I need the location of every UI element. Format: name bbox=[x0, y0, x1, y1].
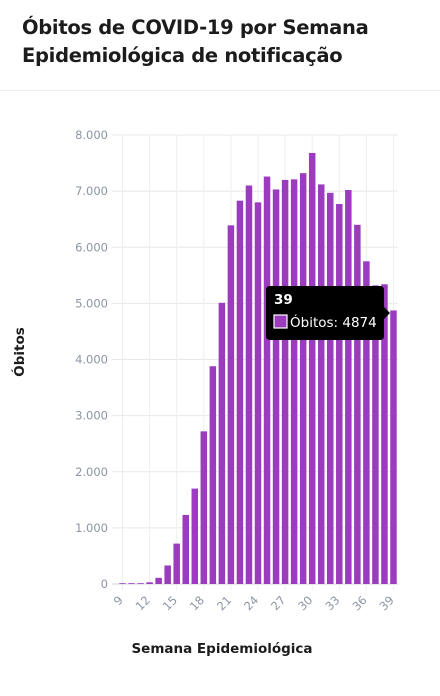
x-tick-label: 33 bbox=[322, 593, 342, 613]
header-divider bbox=[0, 90, 440, 91]
bar[interactable] bbox=[254, 202, 262, 584]
x-tick-label: 12 bbox=[133, 593, 153, 613]
y-tick-label: 7.000 bbox=[75, 184, 108, 198]
y-tick-label: 6.000 bbox=[75, 240, 108, 254]
y-tick-label: 8.000 bbox=[75, 128, 108, 142]
bar[interactable] bbox=[182, 514, 189, 584]
bar[interactable] bbox=[164, 565, 171, 584]
bar[interactable] bbox=[263, 176, 271, 584]
y-axis-title: Óbitos bbox=[10, 327, 28, 377]
bar[interactable] bbox=[290, 179, 298, 584]
tooltip-title: 39 bbox=[274, 292, 293, 308]
x-tick-label: 9 bbox=[111, 593, 126, 608]
y-tick-label: 5.000 bbox=[75, 296, 108, 310]
tooltip-color-swatch bbox=[273, 314, 288, 329]
x-tick-label: 39 bbox=[377, 593, 397, 613]
bar[interactable] bbox=[281, 179, 289, 584]
x-tick-label: 30 bbox=[295, 593, 315, 613]
x-tick-label: 18 bbox=[187, 593, 207, 613]
bar[interactable] bbox=[336, 204, 343, 584]
chart-title: Óbitos de COVID-19 por Semana Epidemioló… bbox=[22, 14, 422, 70]
bar[interactable] bbox=[372, 285, 379, 584]
chart-title-line-2: Epidemiológica de notificação bbox=[22, 44, 343, 67]
bar[interactable] bbox=[390, 310, 397, 584]
bar[interactable] bbox=[227, 225, 235, 584]
y-tick-label: 2.000 bbox=[75, 465, 108, 479]
bar[interactable] bbox=[146, 582, 153, 584]
bar[interactable] bbox=[345, 190, 352, 584]
bar[interactable] bbox=[381, 284, 388, 584]
bar[interactable] bbox=[317, 184, 325, 584]
bar[interactable] bbox=[191, 488, 199, 584]
y-axis-ticks: 0 1.000 2.000 3.000 4.000 5.000 6.000 7.000 8.00… bbox=[75, 128, 108, 591]
x-tick-label: 24 bbox=[241, 593, 261, 613]
bar[interactable] bbox=[209, 366, 217, 584]
x-axis-title: Semana Epidemiológica bbox=[131, 641, 312, 657]
bar[interactable] bbox=[354, 224, 361, 585]
bar[interactable] bbox=[299, 173, 307, 585]
bar[interactable] bbox=[236, 200, 244, 584]
y-tick-label: 3.000 bbox=[75, 409, 108, 423]
y-tick-label: 4.000 bbox=[75, 353, 108, 367]
tooltip-background bbox=[266, 286, 390, 340]
y-tick-label: 1.000 bbox=[75, 521, 108, 535]
y-tick-label: 0 bbox=[101, 577, 108, 591]
x-tick-label: 36 bbox=[349, 593, 369, 613]
tooltip: 39 Óbitos: 4874 bbox=[266, 286, 390, 340]
bar[interactable] bbox=[128, 583, 135, 584]
bar[interactable] bbox=[327, 192, 334, 584]
x-tick-label: 27 bbox=[268, 593, 288, 613]
bar[interactable] bbox=[272, 189, 280, 584]
bar[interactable] bbox=[218, 302, 226, 584]
chart-title-line-1: Óbitos de COVID-19 por Semana bbox=[22, 16, 369, 39]
bar[interactable] bbox=[245, 185, 253, 584]
bar[interactable] bbox=[155, 577, 162, 584]
x-axis-ticks: 9 12 15 18 21 24 27 30 33 36 39 bbox=[111, 593, 397, 613]
bar[interactable] bbox=[119, 583, 126, 584]
x-tick-label: 15 bbox=[160, 593, 180, 613]
bar[interactable] bbox=[308, 152, 316, 584]
bar[interactable] bbox=[200, 431, 208, 584]
bar[interactable] bbox=[363, 261, 370, 584]
x-tick-label: 21 bbox=[214, 593, 234, 613]
bars[interactable] bbox=[119, 152, 397, 585]
tooltip-value: Óbitos: 4874 bbox=[290, 313, 377, 331]
bar[interactable] bbox=[137, 583, 144, 584]
bar[interactable] bbox=[173, 543, 180, 584]
